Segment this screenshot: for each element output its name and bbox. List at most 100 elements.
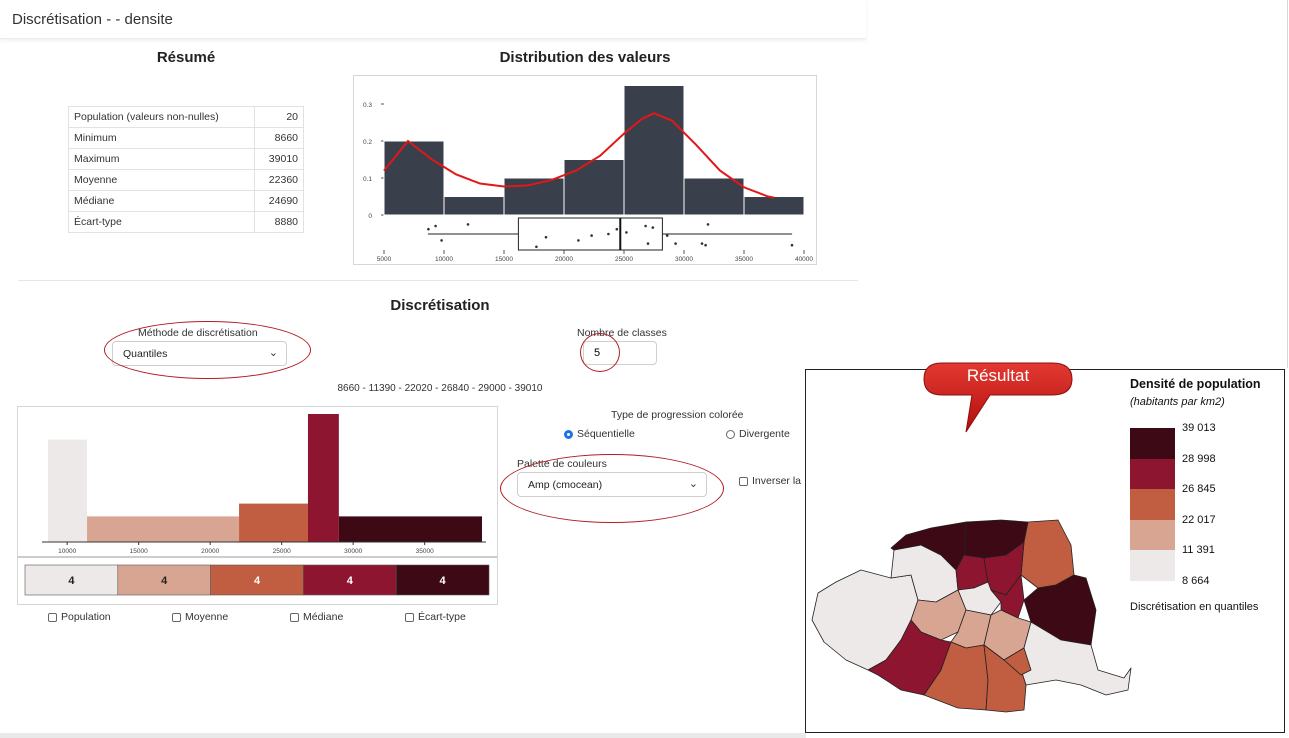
- legend-value: 11 391: [1182, 544, 1215, 556]
- stat-checkboxes: Population Moyenne Médiane Écart-type: [48, 611, 478, 625]
- data-point: [646, 242, 650, 245]
- hist-bar: [623, 85, 685, 216]
- nclasses-input[interactable]: [583, 341, 657, 365]
- class-count-cell[interactable]: [303, 564, 397, 596]
- checkbox-box[interactable]: [739, 476, 748, 486]
- checkbox-box[interactable]: [405, 612, 414, 622]
- radio-selected[interactable]: [564, 429, 573, 439]
- data-point: [615, 227, 619, 231]
- x-tick-label: 10000: [435, 256, 453, 263]
- stat-value: 24690: [254, 190, 304, 212]
- app-title: Discrétisation - - densite: [12, 11, 173, 28]
- class-count-cell[interactable]: [210, 564, 304, 596]
- radio-label: Divergente: [739, 428, 790, 440]
- hist-bar: [743, 196, 805, 216]
- data-point: [665, 234, 669, 237]
- radio-unselected[interactable]: [726, 429, 735, 439]
- class-bar: [307, 414, 339, 542]
- stat-value: 22360: [254, 169, 304, 191]
- table-row: Population (valeurs non-nulles) 20: [68, 106, 304, 128]
- stat-label: Minimum: [68, 127, 255, 149]
- summary-table: Population (valeurs non-nulles) 20 Minimum…: [68, 106, 304, 233]
- legend-value: 26 845: [1182, 483, 1216, 495]
- chevron-down-icon: ⌄: [268, 347, 278, 359]
- data-point: [544, 235, 548, 239]
- checkbox-label: Inverser la: [752, 475, 802, 487]
- distribution-panel: 0 0.1 0.2 0.3 5000 10000 15000 20000 25000 30000 3…: [353, 75, 817, 265]
- data-point: [535, 245, 538, 249]
- x-tick-label: 30000: [344, 548, 362, 555]
- stat-label: Médiane: [68, 190, 255, 212]
- x-tick-label: 30000: [675, 256, 693, 263]
- class-bar: [338, 516, 482, 542]
- checkbox-moyenne[interactable]: Moyenne: [172, 611, 228, 623]
- map-district: [1020, 519, 1075, 589]
- radio-sequentielle[interactable]: Séquentielle: [564, 428, 635, 440]
- checkbox-label: Population: [61, 611, 111, 623]
- data-point: [590, 234, 593, 237]
- box-iqr: [517, 217, 663, 251]
- checkbox-ecart-type[interactable]: Écart-type: [405, 611, 466, 623]
- class-count-label: 4: [161, 575, 168, 587]
- map-districts: [811, 519, 1132, 713]
- data-point: [466, 223, 470, 226]
- checkbox-box[interactable]: [290, 612, 299, 622]
- class-bar: [239, 503, 308, 542]
- checkbox-invert[interactable]: Inverser la: [739, 475, 801, 487]
- checkbox-box[interactable]: [48, 612, 57, 622]
- class-count-label: 4: [440, 575, 447, 587]
- x-tick-label: 5000: [377, 256, 392, 263]
- radio-divergente[interactable]: Divergente: [726, 428, 790, 440]
- hist-bar: [683, 177, 745, 216]
- class-count-cell[interactable]: [395, 564, 490, 596]
- app-titlebar: Discrétisation - - densite: [0, 0, 866, 39]
- checkbox-box[interactable]: [172, 612, 181, 622]
- x-tick-label: 40000: [795, 256, 813, 263]
- hist-bar: [383, 140, 445, 216]
- method-select[interactable]: Quantiles ⌄: [112, 341, 287, 366]
- checkbox-label: Écart-type: [418, 611, 466, 623]
- x-tick-label: 25000: [615, 256, 633, 263]
- data-point: [790, 243, 794, 247]
- class-count-label: 4: [68, 575, 75, 587]
- checkbox-label: Moyenne: [185, 611, 229, 623]
- discretisation-title: Discrétisation: [390, 297, 490, 314]
- progression-label: Type de progression colorée: [611, 409, 744, 421]
- data-point: [427, 227, 430, 231]
- table-row: Moyenne 22360: [68, 169, 304, 191]
- data-point: [577, 239, 580, 242]
- legend-value: 39 013: [1182, 422, 1216, 434]
- resume-title: Résumé: [156, 49, 216, 66]
- x-tick-label: 15000: [130, 548, 148, 555]
- hist-bar: [443, 196, 505, 216]
- kde-curve: [383, 112, 775, 199]
- checkbox-mediane[interactable]: Médiane: [290, 611, 343, 623]
- legend-swatch: [1130, 489, 1175, 520]
- distribution-chart: 0 0.1 0.2 0.3 5000 10000 15000 20000 25000 30000 3…: [363, 85, 813, 263]
- choropleth-map: [811, 519, 1132, 713]
- legend-value: 8 664: [1182, 574, 1210, 587]
- stat-value: 39010: [254, 148, 304, 170]
- palette-select-input[interactable]: Amp (cmocean): [517, 472, 707, 497]
- class-count-cell[interactable]: [24, 564, 119, 596]
- data-point: [700, 242, 704, 245]
- callout-result: Résultat: [920, 360, 1080, 438]
- x-tick-label: 35000: [416, 548, 434, 555]
- checkbox-population[interactable]: Population: [48, 611, 111, 623]
- class-bar: [48, 439, 88, 542]
- palette-select[interactable]: Amp (cmocean) ⌄: [517, 472, 707, 497]
- map-district: [1023, 574, 1097, 646]
- class-count-label: 4: [347, 575, 354, 587]
- method-select-input[interactable]: Quantiles: [112, 341, 287, 366]
- x-tick-label: 10000: [58, 548, 76, 555]
- legend-value: 28 998: [1182, 452, 1216, 465]
- x-tick-label: 25000: [273, 548, 291, 555]
- stat-label: Population (valeurs non-nulles): [68, 106, 255, 128]
- distribution-title: Distribution des valeurs: [499, 49, 671, 66]
- method-label: Méthode de discrétisation: [138, 327, 258, 339]
- class-breaks: 8660 - 11390 - 22020 - 26840 - 29000 - 3…: [337, 383, 543, 394]
- chevron-down-icon: ⌄: [688, 478, 698, 490]
- map-district: [1003, 647, 1032, 676]
- table-row: Écart-type 8880: [68, 211, 304, 233]
- section-divider: [18, 280, 858, 281]
